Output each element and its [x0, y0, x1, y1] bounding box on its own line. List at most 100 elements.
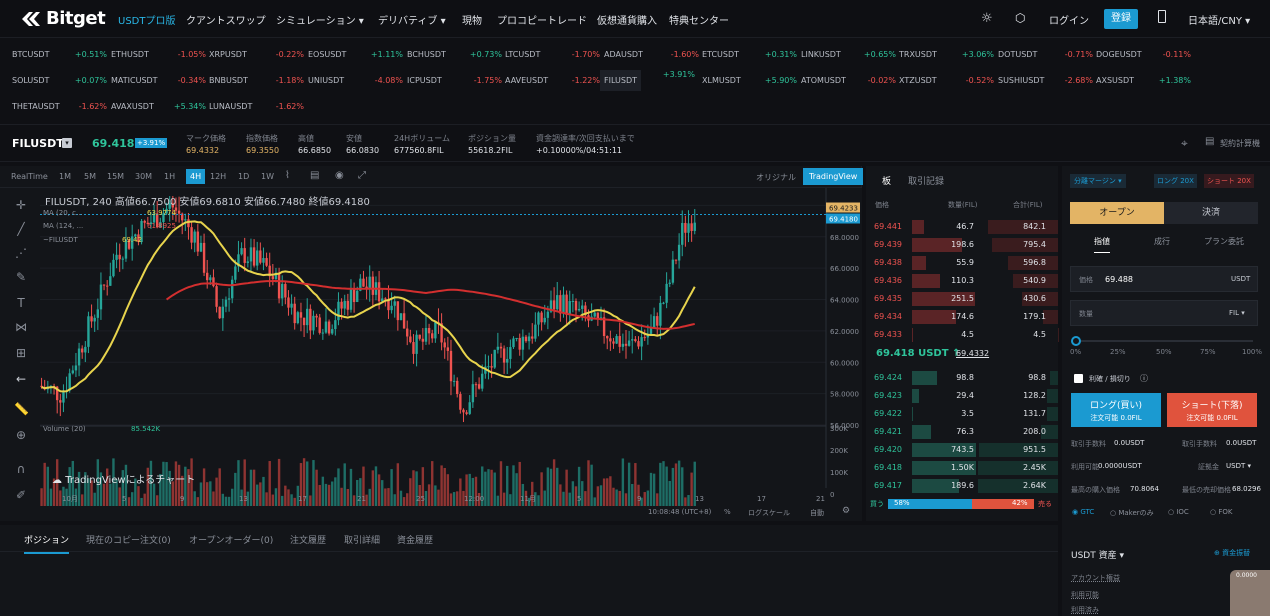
- ticker-axsusdt[interactable]: AXSUSDT +1.38%: [1096, 76, 1191, 85]
- shield-icon[interactable]: ⬡: [1015, 11, 1026, 25]
- price-input[interactable]: 価格 69.488 USDT: [1070, 266, 1258, 292]
- slider-tick-3[interactable]: 75%: [1200, 348, 1216, 356]
- tif-makerのみ[interactable]: ○ Makerのみ: [1110, 509, 1154, 517]
- chart-settings-icon[interactable]: ⚙: [842, 506, 851, 516]
- bid-row[interactable]: 69.422 3.5 131.7: [866, 405, 1058, 423]
- original-view-tab[interactable]: オリジナル: [756, 173, 796, 182]
- order-type-market[interactable]: 成行: [1154, 237, 1170, 246]
- fib-icon[interactable]: ⋰: [15, 246, 27, 260]
- order-type-limit[interactable]: 指値: [1094, 236, 1110, 253]
- zoom-in-icon[interactable]: ⊕: [15, 428, 27, 442]
- bid-row[interactable]: 69.423 29.4 128.2: [866, 387, 1058, 405]
- nav-simulation[interactable]: シミュレーション ▾: [276, 16, 364, 27]
- timeframe-realtime[interactable]: RealTime: [11, 172, 48, 181]
- timeframe-12h[interactable]: 12H: [210, 172, 227, 181]
- ticker-dotusdt[interactable]: DOTUSDT -0.71%: [998, 50, 1093, 59]
- bottom-tab-4[interactable]: 取引詳細: [344, 536, 381, 546]
- ticker-filusdt[interactable]: FILUSDT +3.91%: [600, 70, 695, 91]
- ticker-thetausdt[interactable]: THETAUSDT -1.62%: [12, 102, 107, 111]
- arrow-left-icon[interactable]: ←: [15, 372, 27, 386]
- log-scale-toggle[interactable]: ログスケール: [748, 509, 790, 517]
- slider-tick-1[interactable]: 25%: [1110, 348, 1126, 356]
- ticker-etcusdt[interactable]: ETCUSDT +0.31%: [702, 50, 797, 59]
- timeframe-30m[interactable]: 30M: [135, 172, 153, 181]
- nav-quant-swap[interactable]: クアントスワップ: [186, 16, 266, 27]
- tpsl-info-icon[interactable]: ⓘ: [1140, 374, 1148, 383]
- short-leverage[interactable]: ショート 20X: [1204, 174, 1254, 188]
- timeframe-5m[interactable]: 5M: [84, 172, 96, 181]
- ask-row[interactable]: 69.434 174.6 179.1: [866, 308, 1058, 326]
- ask-row[interactable]: 69.433 4.5 4.5: [866, 326, 1058, 344]
- mobile-icon[interactable]: [1158, 10, 1166, 23]
- ruler-icon[interactable]: 📏: [14, 402, 29, 416]
- ask-row[interactable]: 69.436 110.3 540.9: [866, 272, 1058, 290]
- ticker-avaxusdt[interactable]: AVAXUSDT +5.34%: [111, 102, 206, 111]
- ticker-btcusdt[interactable]: BTCUSDT +0.51%: [12, 50, 107, 59]
- timeframe-4h[interactable]: 4H: [186, 169, 206, 184]
- ask-row[interactable]: 69.438 55.9 596.8: [866, 254, 1058, 272]
- slider-tick-0[interactable]: 0%: [1070, 348, 1082, 356]
- pattern-icon[interactable]: ⋈: [15, 320, 27, 334]
- timeframe-1d[interactable]: 1D: [238, 172, 250, 181]
- register-button[interactable]: 登録: [1104, 9, 1138, 29]
- ticker-bnbusdt[interactable]: BNBUSDT -1.18%: [209, 76, 304, 85]
- measure-icon[interactable]: ⊞: [15, 346, 27, 360]
- timeframe-1w[interactable]: 1W: [261, 172, 274, 181]
- login-button[interactable]: ログイン: [1049, 16, 1089, 27]
- open-tab[interactable]: オープン: [1070, 202, 1164, 224]
- bid-row[interactable]: 69.418 1.50K 2.45K: [866, 459, 1058, 477]
- auto-scale-toggle[interactable]: 自動: [810, 509, 824, 517]
- quantity-input[interactable]: 数量 FIL ▾: [1070, 300, 1258, 326]
- margin-currency-select[interactable]: USDT ▾: [1226, 462, 1251, 470]
- long-leverage[interactable]: ロング 20X: [1154, 174, 1197, 188]
- chart-type-icon[interactable]: ⌇: [285, 170, 290, 181]
- text-icon[interactable]: T: [17, 296, 25, 310]
- nav-spot[interactable]: 現物: [462, 16, 482, 27]
- tif-fok[interactable]: ○ FOK: [1210, 508, 1233, 516]
- bottom-tab-3[interactable]: 注文履歴: [290, 536, 327, 546]
- nav-buy-crypto[interactable]: 仮想通貨購入: [597, 16, 657, 27]
- indicators-icon[interactable]: ▤: [310, 170, 320, 181]
- nav-copy-trade[interactable]: プロコピートレード: [497, 16, 587, 27]
- ticker-xrpusdt[interactable]: XRPUSDT -0.22%: [209, 50, 304, 59]
- nav-derivatives[interactable]: デリバティブ ▾: [378, 16, 446, 27]
- bottom-tab-0[interactable]: ポジション: [24, 533, 70, 554]
- ticker-xlmusdt[interactable]: XLMUSDT +5.90%: [702, 76, 797, 85]
- calculator-icon[interactable]: ▤: [1205, 136, 1215, 147]
- tab-trades[interactable]: 取引記録: [908, 177, 945, 187]
- tradingview-tab[interactable]: TradingView: [803, 168, 864, 185]
- ask-row[interactable]: 69.435 251.5 430.6: [866, 290, 1058, 308]
- language-select[interactable]: 日本語/CNY ▾: [1188, 16, 1251, 27]
- ticker-ltcusdt[interactable]: LTCUSDT -1.70%: [505, 50, 600, 59]
- bid-row[interactable]: 69.417 189.6 2.64K: [866, 477, 1058, 495]
- order-type-plan[interactable]: プラン委託: [1204, 237, 1244, 246]
- ticker-eosusdt[interactable]: EOSUSDT +1.11%: [308, 50, 403, 59]
- price-chart[interactable]: 70.000068.000066.000064.000062.000060.00…: [40, 188, 862, 521]
- ticker-aaveusdt[interactable]: AAVEUSDT -1.22%: [505, 76, 600, 85]
- symbol-name[interactable]: FILUSDT: [12, 137, 64, 150]
- bid-row[interactable]: 69.421 76.3 208.0: [866, 423, 1058, 441]
- symbol-dropdown-icon[interactable]: ▾: [62, 138, 72, 148]
- usdt-assets-select[interactable]: USDT 資産 ▾: [1071, 551, 1124, 561]
- slider-handle[interactable]: [1071, 336, 1081, 346]
- margin-mode-select[interactable]: 分離マージン ▾: [1070, 174, 1126, 188]
- ticker-adausdt[interactable]: ADAUSDT -1.60%: [604, 50, 699, 59]
- slider-tick-4[interactable]: 100%: [1242, 348, 1263, 356]
- brush-icon[interactable]: ✎: [15, 270, 27, 284]
- short-button[interactable]: ショート(下落) 注文可能 0.0FIL: [1167, 393, 1257, 427]
- bid-row[interactable]: 69.424 98.8 98.8: [866, 369, 1058, 387]
- ticker-linkusdt[interactable]: LINKUSDT +0.65%: [801, 50, 896, 59]
- quantity-unit-select[interactable]: FIL ▾: [1229, 309, 1245, 317]
- ask-row[interactable]: 69.441 46.7 842.1: [866, 218, 1058, 236]
- ask-row[interactable]: 69.439 198.6 795.4: [866, 236, 1058, 254]
- trendline-icon[interactable]: ╱: [17, 222, 25, 236]
- bottom-tab-2[interactable]: オープンオーダー(0): [189, 536, 274, 546]
- ticker-uniusdt[interactable]: UNIUSDT -4.08%: [308, 76, 403, 85]
- crosshair-icon[interactable]: ✛: [15, 198, 27, 212]
- ticker-dogeusdt[interactable]: DOGEUSDT -0.11%: [1096, 50, 1191, 59]
- timeframe-15m[interactable]: 15M: [107, 172, 125, 181]
- fullscreen-icon[interactable]: ⤢: [358, 170, 366, 181]
- bottom-tab-5[interactable]: 資金履歴: [397, 536, 434, 546]
- ticker-xtzusdt[interactable]: XTZUSDT -0.52%: [899, 76, 994, 85]
- lock-draw-icon[interactable]: ✐: [15, 488, 27, 502]
